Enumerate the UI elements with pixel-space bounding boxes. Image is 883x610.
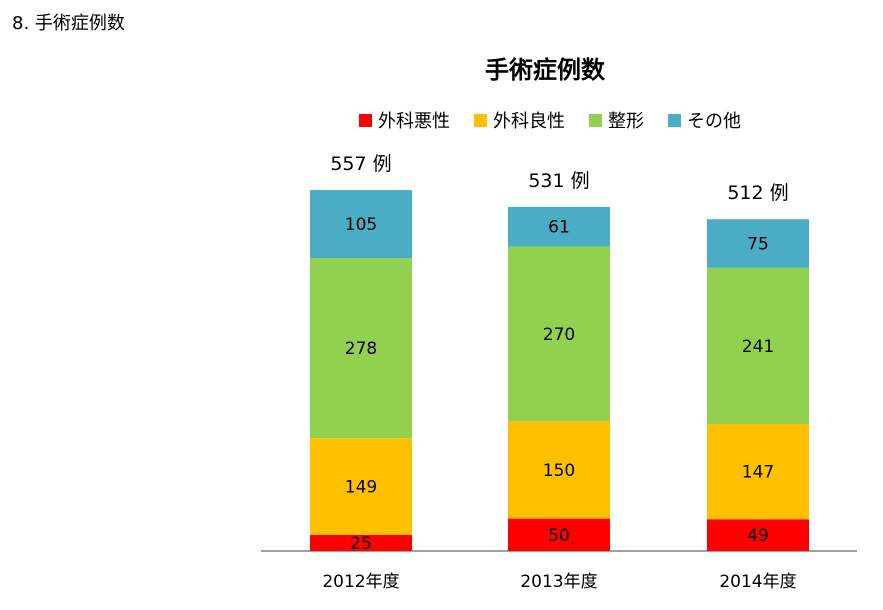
bar-segment-4-3 <box>707 219 809 268</box>
bar-segment-2-2 <box>508 421 610 519</box>
bar-segment-1-2 <box>508 518 610 551</box>
data-label: 150 <box>543 461 575 481</box>
data-label: 278 <box>345 339 377 359</box>
bar-segment-1-3 <box>707 519 809 551</box>
bar-segment-4-2 <box>508 206 610 247</box>
legend-item-malignant: 外科悪性 <box>359 107 450 133</box>
x-tick-label: 2013年度 <box>520 572 597 592</box>
legend-swatch <box>474 113 487 127</box>
data-label: 270 <box>543 325 575 345</box>
bar-segment-1-1 <box>310 534 412 551</box>
legend-item-orthopedic: 整形 <box>589 107 644 133</box>
data-label: 50 <box>548 526 570 546</box>
x-tick-label: 2014年度 <box>719 572 796 592</box>
bar-segment-3-3 <box>707 267 809 424</box>
data-label: 105 <box>345 215 377 235</box>
bar-segment-2-1 <box>310 438 412 535</box>
legend-label: 外科悪性 <box>378 111 450 132</box>
legend-label: 外科良性 <box>493 111 565 132</box>
chart-title: 手術症例数 <box>485 56 605 84</box>
total-label: 512 例 <box>727 182 788 204</box>
page-heading: 8. 手術症例数 <box>12 13 125 34</box>
chart-legend: 外科悪性 外科良性 整形 その他 <box>359 107 765 133</box>
legend-swatch <box>359 113 372 127</box>
bar-segment-4-1 <box>310 190 412 259</box>
legend-item-benign: 外科良性 <box>474 107 565 133</box>
data-label: 61 <box>548 218 570 238</box>
bar-segment-2-3 <box>707 423 809 520</box>
total-label: 531 例 <box>528 170 589 192</box>
legend-swatch <box>589 113 602 127</box>
bar-segment-3-2 <box>508 246 610 422</box>
data-label: 49 <box>747 526 769 546</box>
data-label: 75 <box>747 235 769 255</box>
bar-segment-3-1 <box>310 258 412 439</box>
x-tick-label: 2012年度 <box>322 572 399 592</box>
legend-label: 整形 <box>608 111 644 132</box>
data-label: 241 <box>742 337 774 357</box>
data-label: 25 <box>350 534 372 554</box>
data-label: 149 <box>345 478 377 498</box>
data-label: 147 <box>742 463 774 483</box>
legend-swatch <box>668 113 681 127</box>
legend-label: その他 <box>687 111 741 132</box>
legend-item-other: その他 <box>668 107 741 133</box>
total-label: 557 例 <box>330 153 391 175</box>
